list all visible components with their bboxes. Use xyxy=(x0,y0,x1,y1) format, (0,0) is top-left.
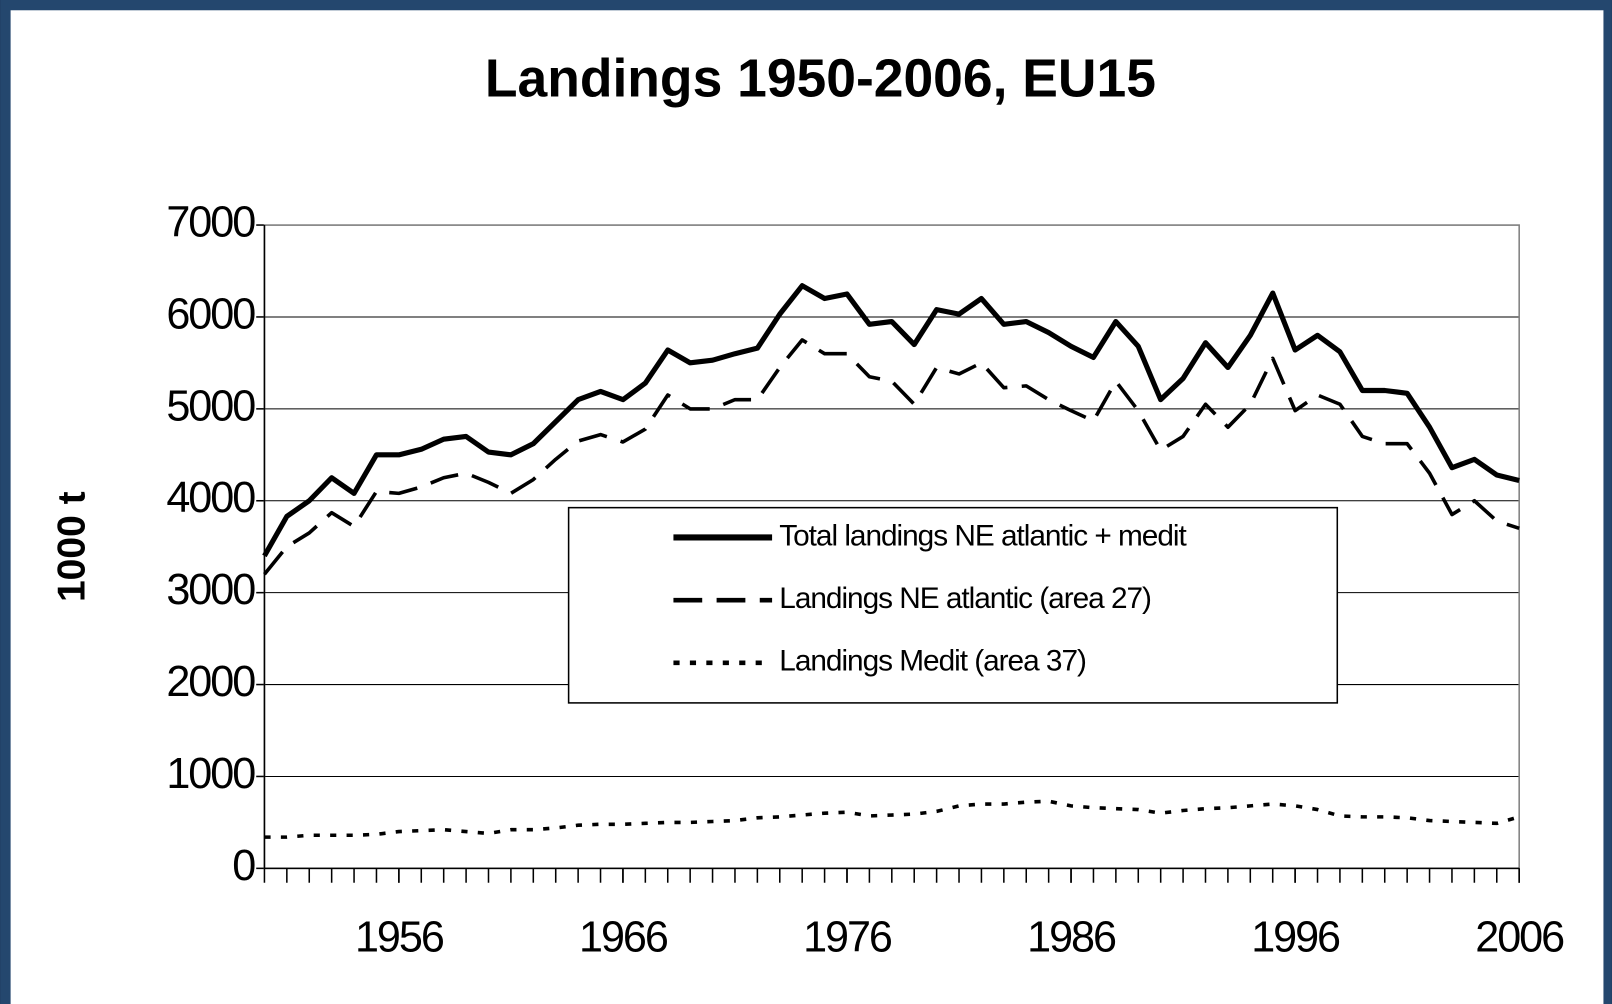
x-tick-label: 2006 xyxy=(1475,914,1564,962)
legend-label: Total landings NE atlantic + medit xyxy=(779,519,1187,552)
legend-label: Landings Medit (area 37) xyxy=(779,645,1086,678)
x-tick-label: 1986 xyxy=(1027,914,1116,962)
y-tick-label: 4000 xyxy=(166,474,255,522)
legend-label: Landings NE atlantic (area 27) xyxy=(779,582,1151,615)
y-tick-label: 3000 xyxy=(166,566,255,614)
x-tick-label: 1966 xyxy=(579,914,668,962)
y-axis-label: 1000 t xyxy=(51,491,94,602)
page: {"chart_data": { "type": "line", "title"… xyxy=(0,0,1612,1004)
chart-title: Landings 1950-2006, EU15 xyxy=(485,49,1156,108)
x-tick-label: 1996 xyxy=(1251,914,1340,962)
y-tick-label: 5000 xyxy=(166,382,255,430)
y-tick-label: 6000 xyxy=(166,290,255,338)
x-tick-label: 1956 xyxy=(355,914,444,962)
y-tick-label: 0 xyxy=(232,842,255,890)
chart: Landings 1950-2006, EU15 1000 t 0 1000 200… xyxy=(0,0,1612,1004)
y-tick-label: 1000 xyxy=(166,750,255,798)
y-tick-label: 7000 xyxy=(166,198,255,246)
x-tick-label: 1976 xyxy=(803,914,892,962)
y-tick-label: 2000 xyxy=(166,658,255,706)
